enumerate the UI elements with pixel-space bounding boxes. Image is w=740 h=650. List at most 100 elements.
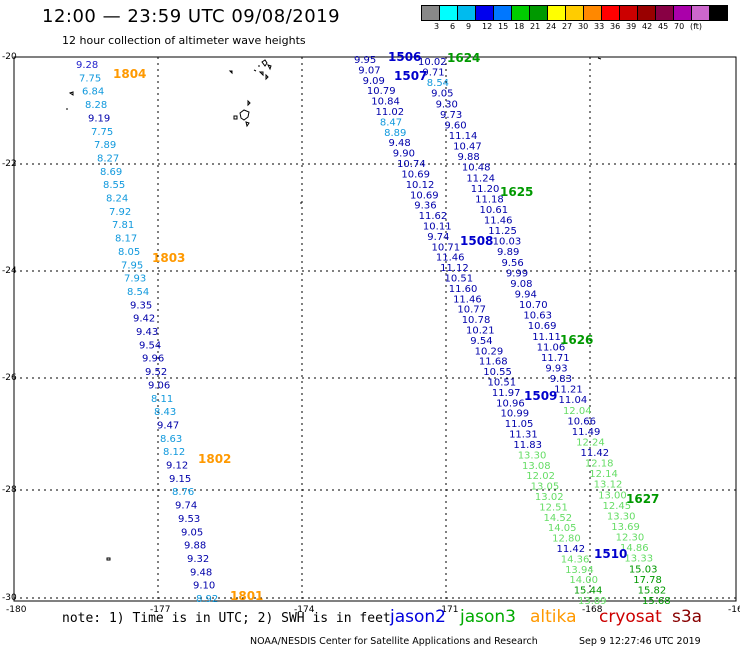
island-shape	[106, 202, 302, 561]
wave-height-value: 12.51	[539, 502, 568, 513]
wave-height-value: 11.25	[488, 226, 517, 237]
wave-height-value: 11.12	[440, 263, 469, 274]
pass-label: 1506	[388, 50, 421, 64]
wave-height-value: 8.43	[154, 407, 176, 418]
wave-height-value: 12.24	[576, 437, 605, 448]
wave-height-value: 11.42	[556, 544, 585, 555]
credit-text: NOAA/NESDIS Center for Satellite Applica…	[250, 636, 538, 647]
wave-height-value: 8.05	[118, 247, 140, 258]
wave-height-value: 11.05	[505, 419, 534, 430]
wave-height-value: 11.46	[436, 253, 465, 264]
wave-height-value: 11.20	[471, 184, 500, 195]
wave-height-value: 11.06	[537, 342, 566, 353]
map-title: 12:00 — 23:59 UTC 09/08/2019	[42, 6, 341, 27]
wave-height-value: 9.83	[550, 374, 572, 385]
wave-height-value: 10.78	[462, 315, 491, 326]
wave-height-value: 11.11	[532, 332, 561, 343]
axis-labels: -20 -22 -24 -26 -28 -30 -180 -177 -174 -171 -168 -1…	[2, 52, 740, 615]
wave-height-value: 11.02	[376, 107, 405, 118]
wave-height-value: 9.43	[136, 327, 158, 338]
pass-label: 1510	[594, 547, 627, 561]
lon-label: -168	[582, 605, 603, 615]
wave-height-value: 9.15	[169, 474, 191, 485]
wave-height-value: 10.61	[479, 205, 508, 216]
islands	[66, 57, 602, 561]
wave-height-value: 14.00	[569, 575, 598, 586]
wave-height-value: 10.69	[528, 321, 557, 332]
wave-height-value: 7.75	[91, 127, 113, 138]
wave-height-value: 9.05	[181, 527, 203, 538]
wave-height-value: 10.70	[519, 300, 548, 311]
wave-height-value: 9.88	[184, 541, 206, 552]
wave-height-value: 15.44	[574, 586, 603, 597]
scale-label: 27	[562, 22, 573, 31]
wave-height-value: 9.35	[130, 300, 152, 311]
wave-height-value: 9.28	[76, 60, 98, 71]
scale-label: 33	[594, 22, 605, 31]
wave-height-value: 13.08	[522, 461, 551, 472]
wave-height-value: 12.80	[552, 534, 581, 545]
wave-height-value: 11.71	[541, 353, 570, 364]
wave-height-value: 10.47	[453, 142, 482, 153]
pass-label: 1624	[447, 51, 480, 65]
wave-height-value: 17.78	[633, 575, 662, 586]
wave-height-value: 8.27	[97, 153, 119, 164]
wave-height-value: 13.33	[624, 554, 653, 565]
lat-label: -20	[2, 52, 17, 62]
wave-height-value: 9.89	[497, 247, 519, 258]
wave-height-value: 10.02	[418, 57, 447, 68]
wave-height-value: 9.42	[133, 314, 155, 325]
wave-height-value: 8.12	[163, 447, 185, 458]
wave-height-value: 9.52	[145, 367, 167, 378]
wave-height-value: 9.53	[178, 514, 200, 525]
wave-height-value: 9.05	[431, 89, 453, 100]
wave-height-value: 10.96	[496, 398, 525, 409]
wave-height-value: 13.89	[578, 596, 607, 607]
pass-label: 1627	[626, 492, 659, 506]
wave-height-value: 12.14	[589, 469, 618, 480]
wave-height-value: 14.86	[620, 543, 649, 554]
wave-height-value: 12.18	[585, 459, 614, 470]
wave-height-value: 7.95	[121, 260, 143, 271]
wave-height-value: 10.48	[462, 163, 491, 174]
altimeter-tracks: 9.28 7.75 6.84 8.28 9.19 7.75 7.89 8.27 8.69 8.55…	[76, 55, 671, 607]
scale-label: 36	[610, 22, 621, 31]
wave-height-value: 9.32	[187, 554, 209, 565]
wave-height-value: 8.11	[151, 394, 173, 405]
wave-height-value: 11.46	[453, 294, 482, 305]
wave-height-value: 9.90	[393, 149, 415, 160]
wave-height-value: 9.74	[427, 232, 449, 243]
wave-height-value: 10.84	[371, 97, 400, 108]
wave-height-value: 11.14	[449, 131, 478, 142]
wave-height-value: 10.77	[457, 305, 486, 316]
pass-label: 1509	[524, 389, 557, 403]
wave-height-value: 12.30	[616, 533, 645, 544]
wave-height-value: 8.76	[172, 487, 194, 498]
wave-height-value: 7.93	[124, 274, 146, 285]
wave-height-value: 11.62	[419, 211, 448, 222]
wave-height-value: 9.74	[175, 501, 197, 512]
pass-labels: 1804 1803 1802 1801 1506 1507 1508 1509 1510 1624…	[113, 50, 659, 603]
wave-height-value: 12.02	[526, 471, 555, 482]
map-grid	[13, 56, 737, 599]
wave-height-value: 7.75	[79, 73, 101, 84]
wave-height-value: 8.17	[115, 234, 137, 245]
wave-height-value: 11.83	[513, 440, 542, 451]
wave-height-value: 15.03	[629, 564, 658, 575]
scale-swatch	[709, 5, 728, 21]
wave-height-value: 9.54	[470, 336, 492, 347]
scale-label: 9	[466, 22, 472, 31]
island-shape	[233, 109, 250, 128]
wave-height-value: 11.18	[475, 194, 504, 205]
wave-height-value: 13.30	[518, 450, 547, 461]
wave-height-value: 10.29	[475, 346, 504, 357]
wave-height-value: 9.94	[515, 290, 537, 301]
lon-label: -180	[6, 605, 27, 615]
wave-height-value: 14.52	[544, 513, 573, 524]
wave-height-value: 10.21	[466, 326, 495, 337]
wave-height-value: 9.96	[142, 354, 164, 365]
wave-height-value: 9.60	[444, 120, 466, 131]
lat-label: -30	[2, 593, 17, 603]
wave-height-value: 8.69	[100, 167, 122, 178]
